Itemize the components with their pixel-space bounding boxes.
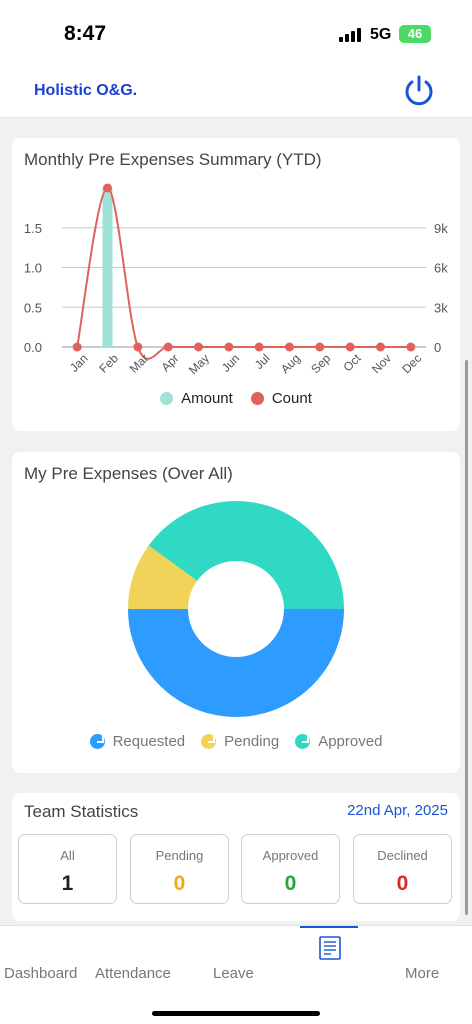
team-statistics-title: Team Statistics (24, 802, 139, 821)
team-statistics-card: Team Statistics 22nd Apr, 2025 All 1 Pen… (12, 793, 460, 921)
stat-all[interactable]: All 1 (18, 834, 117, 904)
y-right-tick-label: 6k (434, 261, 448, 276)
legend-amount-label: Amount (181, 390, 233, 407)
donut-slice-requested (128, 609, 344, 717)
legend-requested-label: Requested (112, 733, 186, 750)
stat-approved-value: 0 (284, 872, 297, 895)
count-point (285, 342, 294, 352)
y-right-tick-label: 3k (434, 300, 448, 315)
monthly-summary-card: Monthly Pre Expenses Summary (YTD) 0.0 0.… (12, 138, 460, 431)
legend-amount[interactable]: Amount (160, 390, 233, 407)
power-icon[interactable] (402, 74, 436, 108)
pending-icon (201, 734, 217, 749)
battery-icon: 46 (399, 25, 431, 43)
stat-approved[interactable]: Approved 0 (241, 834, 340, 904)
count-point (103, 183, 112, 193)
nav-attendance[interactable]: Attendance (95, 965, 171, 982)
stat-pending-value: 0 (173, 872, 186, 895)
count-point (376, 342, 385, 352)
y-left-tick-label: 0.0 (24, 340, 42, 355)
legend-requested[interactable]: Requested (89, 733, 186, 750)
amount-bar (102, 188, 113, 347)
x-tick-label: Mar (127, 351, 152, 376)
x-tick-label: Nov (369, 351, 394, 376)
x-tick-label: Feb (96, 351, 121, 376)
nav-dashboard[interactable]: Dashboard (4, 965, 78, 982)
legend-pending-label: Pending (224, 733, 280, 750)
monthly-summary-title: Monthly Pre Expenses Summary (YTD) (24, 150, 322, 169)
bottom-navigation: Dashboard Attendance Leave More (0, 925, 472, 1024)
status-bar: 8:47 5G 46 (0, 0, 472, 62)
battery-level: 46 (407, 26, 423, 41)
overall-expenses-card: My Pre Expenses (Over All) Requested Pen… (12, 452, 460, 773)
x-tick-label: May (186, 351, 212, 377)
stat-approved-label: Approved (262, 848, 319, 863)
count-point (315, 342, 325, 352)
overall-donut-chart (128, 501, 344, 717)
count-point (406, 342, 416, 352)
document-icon[interactable] (318, 934, 342, 962)
home-indicator (152, 1011, 320, 1016)
count-point (254, 342, 264, 352)
donut-legend: Requested Pending Approved (12, 733, 460, 750)
stat-declined[interactable]: Declined 0 (353, 834, 452, 904)
stat-pending-label: Pending (155, 848, 204, 863)
count-point (163, 342, 173, 352)
count-point (133, 342, 143, 352)
x-tick-label: Dec (399, 351, 424, 376)
nav-more[interactable]: More (405, 965, 440, 982)
legend-amount-swatch (160, 392, 174, 405)
y-left-tick-label: 1.5 (24, 221, 42, 236)
x-tick-label: Jun (219, 351, 243, 375)
nav-leave[interactable]: Leave (213, 965, 254, 982)
y-left-tick-label: 0.5 (24, 300, 42, 315)
legend-count-swatch (250, 392, 264, 405)
signal-icon (339, 28, 363, 42)
x-tick-label: Oct (340, 351, 364, 375)
stat-pending[interactable]: Pending 0 (130, 834, 229, 904)
y-right-tick-label: 9k (434, 221, 448, 236)
x-tick-label: Jul (252, 351, 273, 372)
monthly-summary-chart: 0.0 0.5 1.0 1.5 0 3k 6k 9k Jan Feb Mar Apr May Jun Jul… (24, 183, 448, 377)
brand-title: Holistic O&G. (34, 82, 138, 99)
count-point (72, 342, 82, 352)
count-line (76, 186, 411, 360)
legend-count-label: Count (271, 390, 312, 407)
nav-active-indicator (300, 926, 358, 928)
stat-declined-value: 0 (396, 872, 409, 895)
count-point (224, 342, 234, 352)
approved-icon (295, 734, 311, 749)
legend-approved[interactable]: Approved (295, 733, 382, 750)
legend-approved-label: Approved (318, 733, 383, 750)
count-point (345, 342, 355, 352)
y-left-tick-label: 1.0 (24, 261, 42, 276)
requested-icon (89, 734, 105, 749)
monthly-chart-legend: Amount Count (12, 390, 460, 407)
app-header: Holistic O&G. (0, 62, 472, 118)
donut-slice-pending (128, 545, 198, 609)
overall-expenses-title: My Pre Expenses (Over All) (24, 464, 233, 483)
page-scrollbar[interactable] (465, 360, 468, 915)
donut-slice-approved (148, 501, 344, 609)
team-statistics-date: 22nd Apr, 2025 (347, 802, 448, 819)
legend-count[interactable]: Count (250, 390, 312, 407)
x-tick-label: Sep (308, 351, 333, 376)
count-point (194, 342, 203, 352)
stat-declined-label: Declined (377, 848, 428, 863)
y-right-tick-label: 0 (434, 340, 441, 355)
status-time: 8:47 (64, 22, 107, 45)
x-tick-label: Jan (67, 351, 91, 375)
stat-all-label: All (60, 848, 75, 863)
legend-pending[interactable]: Pending (201, 733, 279, 750)
x-tick-label: Apr (158, 351, 181, 374)
x-tick-label: Aug (278, 351, 303, 376)
network-label: 5G (370, 26, 392, 43)
stat-all-value: 1 (61, 872, 74, 895)
